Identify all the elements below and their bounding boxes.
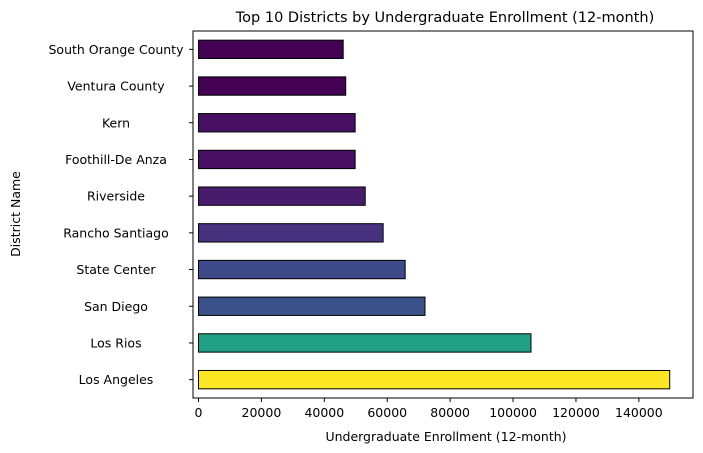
y-axis-ticks: South Orange County Ventura County Kern Foo… [49,42,193,387]
y-tick-label: Foothill-De Anza [65,152,167,167]
bar-7 [198,296,426,316]
y-tick-label: State Center [76,262,156,277]
plot-frame [192,30,694,399]
bar-1 [198,76,347,96]
y-tick-label: San Diego [84,299,148,314]
x-tick-label: 120000 [552,405,600,420]
chart-title: Top 10 Districts by Undergraduate Enroll… [235,10,654,26]
bar-4 [198,186,366,206]
x-tick-label: 20000 [242,405,282,420]
bar-0 [198,39,344,60]
bar-2 [198,113,356,133]
y-tick-label: South Orange County [49,42,185,57]
x-tick-label: 0 [195,405,203,420]
y-tick-label: Ventura County [67,79,165,94]
bar-6 [198,259,406,280]
x-tick-label: 80000 [430,405,470,420]
y-tick-label: Kern [102,115,130,130]
x-tick-label: 100000 [489,405,537,420]
bars-group [198,39,671,390]
y-tick-label: Los Rios [90,335,141,350]
bar-3 [198,149,356,170]
bar-9 [198,369,671,390]
x-tick-label: 60000 [367,405,407,420]
x-tick-label: 40000 [304,405,344,420]
bar-5 [198,223,384,243]
y-tick-label: Riverside [87,189,145,204]
y-tick-label: Los Angeles [79,372,154,387]
x-tick-label: 140000 [615,405,663,420]
bar-8 [198,333,532,353]
y-axis-label: District Name [8,171,23,257]
x-axis-label: Undergraduate Enrollment (12-month) [325,429,566,444]
y-tick-label: Rancho Santiago [63,225,169,240]
x-axis-ticks: 0 20000 40000 60000 80000 100000 120000 140000 [195,398,663,420]
